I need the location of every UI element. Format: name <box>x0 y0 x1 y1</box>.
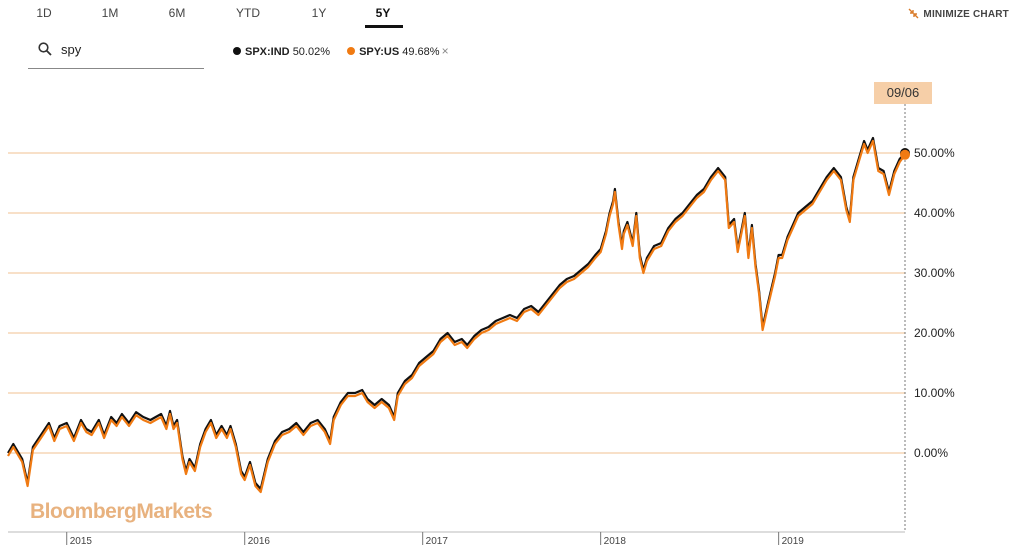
tab-ytd[interactable]: YTD <box>236 6 260 20</box>
y-tick-label: 0.00% <box>914 446 948 460</box>
x-tick-label: 2015 <box>70 536 93 547</box>
legend-symbol: SPX:IND <box>245 46 290 58</box>
y-tick-label: 30.00% <box>914 266 955 280</box>
tab-1m[interactable]: 1M <box>101 6 119 20</box>
legend-item-spy: SPY:US 49.68% × <box>347 44 449 58</box>
tab-6m[interactable]: 6M <box>168 6 186 20</box>
y-tick-label: 50.00% <box>914 146 955 160</box>
series-end-marker <box>900 149 910 160</box>
date-label: 09/06 <box>874 82 932 104</box>
legend-item-spx: SPX:IND 50.02% <box>233 46 330 58</box>
legend: SPX:IND 50.02% SPY:US 49.68% × <box>233 44 463 58</box>
legend-dot-icon <box>233 47 241 55</box>
legend-symbol: SPY:US <box>359 46 400 58</box>
x-tick-label: 2019 <box>782 536 805 547</box>
legend-value: 50.02% <box>292 46 330 58</box>
x-tick-label: 2016 <box>248 536 271 547</box>
legend-value: 49.68% <box>402 46 440 58</box>
y-tick-label: 10.00% <box>914 386 955 400</box>
tab-1d[interactable]: 1D <box>36 6 52 20</box>
active-tab-underline <box>365 25 403 28</box>
x-tick-label: 2018 <box>604 536 627 547</box>
bloomberg-logo: BloombergMarkets <box>30 500 213 523</box>
remove-series-icon[interactable]: × <box>441 44 449 58</box>
x-tick-label: 2017 <box>426 536 449 547</box>
minimize-chart-button[interactable]: MINIMIZE CHART <box>908 8 1009 20</box>
minimize-icon <box>908 8 919 19</box>
minimize-chart-label: MINIMIZE CHART <box>923 9 1009 20</box>
y-tick-label: 20.00% <box>914 326 955 340</box>
series-line-spy-us <box>7 139 906 494</box>
legend-dot-icon <box>347 47 356 55</box>
search-icon <box>38 42 52 56</box>
tab-5y[interactable]: 5Y <box>375 6 391 20</box>
range-tabs: 1D 1M 6M YTD 1Y 5Y <box>0 0 1025 28</box>
tab-1y[interactable]: 1Y <box>311 6 327 20</box>
search-input[interactable] <box>59 41 203 58</box>
y-tick-label: 40.00% <box>914 206 955 220</box>
series-line-spx-ind <box>7 136 906 491</box>
search-box <box>28 36 204 69</box>
